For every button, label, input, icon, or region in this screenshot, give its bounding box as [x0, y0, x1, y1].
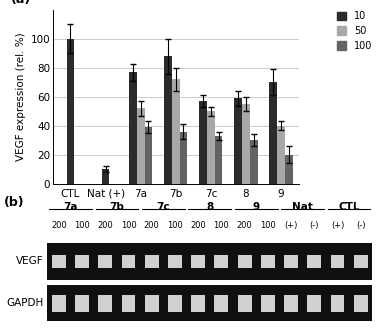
Bar	[129, 72, 137, 184]
Bar	[191, 255, 205, 268]
Bar	[168, 255, 182, 268]
Bar	[277, 126, 285, 184]
Text: 100: 100	[260, 221, 276, 230]
Legend: 10, 50, 100: 10, 50, 100	[336, 11, 372, 51]
Text: 100: 100	[167, 221, 183, 230]
Text: Nat: Nat	[292, 202, 313, 212]
Bar	[52, 295, 66, 311]
Text: 8: 8	[206, 202, 214, 212]
Bar	[354, 255, 368, 268]
Bar	[75, 255, 89, 268]
Text: 7b: 7b	[110, 202, 124, 212]
Text: 200: 200	[190, 221, 206, 230]
Text: VEGF: VEGF	[16, 257, 43, 266]
Text: 100: 100	[214, 221, 229, 230]
Text: 200: 200	[237, 221, 253, 230]
Bar	[98, 295, 112, 311]
Text: CTL: CTL	[338, 202, 360, 212]
Bar	[261, 295, 275, 311]
Bar	[122, 295, 135, 311]
Bar	[164, 56, 172, 184]
Bar	[242, 104, 250, 184]
Bar	[98, 255, 112, 268]
Text: (+): (+)	[284, 221, 298, 230]
Text: (b): (b)	[4, 196, 25, 209]
Bar	[180, 131, 187, 184]
Text: (-): (-)	[310, 221, 319, 230]
Bar	[75, 295, 89, 311]
Text: (+): (+)	[331, 221, 344, 230]
Bar	[214, 295, 228, 311]
Text: 9: 9	[253, 202, 260, 212]
Y-axis label: VEGF expression (rel. %): VEGF expression (rel. %)	[16, 32, 26, 161]
Text: 200: 200	[144, 221, 160, 230]
Bar	[330, 255, 344, 268]
Bar	[307, 255, 321, 268]
Bar	[330, 295, 344, 311]
Bar	[145, 295, 159, 311]
Text: (a): (a)	[11, 0, 31, 6]
Bar	[207, 111, 215, 184]
Text: (-): (-)	[356, 221, 366, 230]
Bar	[285, 155, 293, 184]
Bar	[137, 108, 144, 184]
Bar	[67, 39, 74, 184]
Text: 200: 200	[98, 221, 113, 230]
Bar	[215, 136, 222, 184]
Bar	[270, 82, 277, 184]
Bar	[47, 243, 372, 280]
Text: 100: 100	[121, 221, 136, 230]
Text: 200: 200	[51, 221, 67, 230]
Text: GAPDH: GAPDH	[6, 298, 43, 308]
Bar	[214, 255, 228, 268]
Bar	[199, 101, 207, 184]
Bar	[52, 255, 66, 268]
Bar	[354, 295, 368, 311]
Bar	[168, 295, 182, 311]
Text: 7c: 7c	[156, 202, 170, 212]
Bar	[238, 255, 252, 268]
Bar	[102, 169, 109, 184]
Bar	[172, 79, 180, 184]
Text: 100: 100	[74, 221, 90, 230]
Bar	[307, 295, 321, 311]
Text: 7a: 7a	[63, 202, 78, 212]
Bar	[144, 127, 152, 184]
Bar	[284, 255, 298, 268]
Bar	[234, 98, 242, 184]
Bar	[122, 255, 135, 268]
Bar	[47, 285, 372, 321]
Bar	[261, 255, 275, 268]
Bar	[191, 295, 205, 311]
Bar	[284, 295, 298, 311]
Bar	[238, 295, 252, 311]
Bar	[250, 140, 257, 184]
Bar	[145, 255, 159, 268]
